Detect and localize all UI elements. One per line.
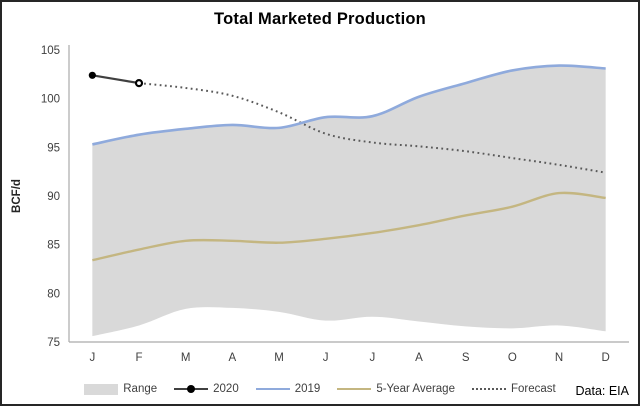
- x-tick-label: O: [508, 352, 517, 364]
- legend-label-forecast: Forecast: [510, 383, 556, 395]
- legend-label-2019: 2019: [294, 383, 321, 395]
- legend-item-5yr-average: 5-Year Average: [337, 383, 455, 395]
- legend-label-range: Range: [123, 383, 158, 395]
- range-band-area: [92, 65, 606, 337]
- legend: Range 2020 2019 5-Year Average Forecast: [2, 381, 638, 397]
- line-marker-swatch-icon: [174, 384, 209, 395]
- legend-item-range: Range: [84, 383, 157, 395]
- legend-label-2020: 2020: [213, 383, 239, 395]
- y-tick-label: 90: [47, 191, 60, 203]
- line-2019: [92, 64, 606, 146]
- range-swatch-icon: [84, 383, 119, 395]
- x-tick-label: A: [415, 352, 423, 364]
- x-tick-label: J: [323, 352, 329, 364]
- y-tick-label: 80: [47, 288, 60, 300]
- legend-marker-dot-icon: [187, 384, 196, 393]
- legend-label-5yr-average: 5-Year Average: [376, 383, 455, 395]
- y-axis-title: BCF/d: [11, 179, 23, 213]
- x-tick-label: N: [555, 352, 563, 364]
- y-tick-label: 95: [47, 142, 60, 154]
- x-tick-label: J: [369, 352, 375, 364]
- legend-item-forecast: Forecast: [471, 383, 556, 395]
- x-tick-label: A: [228, 352, 236, 364]
- legend-item-2019: 2019: [255, 383, 321, 395]
- x-tick-label: M: [181, 352, 191, 364]
- line-swatch-icon: [337, 384, 372, 395]
- legend-item-2020: 2020: [174, 383, 239, 395]
- x-tick-label: J: [89, 352, 95, 364]
- x-tick-label: S: [462, 352, 470, 364]
- five-year-average-line: [92, 191, 606, 262]
- y-tick-label: 85: [47, 240, 60, 252]
- x-tick-label: D: [602, 352, 610, 364]
- source-note: Data: EIA: [575, 384, 630, 398]
- data-point-marker-2020: [134, 78, 144, 88]
- chart-title: Total Marketed Production: [214, 10, 426, 28]
- dotted-line-swatch-icon: [471, 384, 506, 395]
- y-tick-label: 105: [41, 45, 60, 57]
- y-tick-label: 100: [41, 94, 60, 106]
- data-point-marker-2020: [88, 71, 96, 79]
- x-tick-label: F: [135, 352, 142, 364]
- line-2020: [92, 74, 140, 85]
- y-tick-label: 75: [47, 337, 60, 349]
- line-swatch-icon: [255, 384, 290, 395]
- x-tick-label: M: [274, 352, 284, 364]
